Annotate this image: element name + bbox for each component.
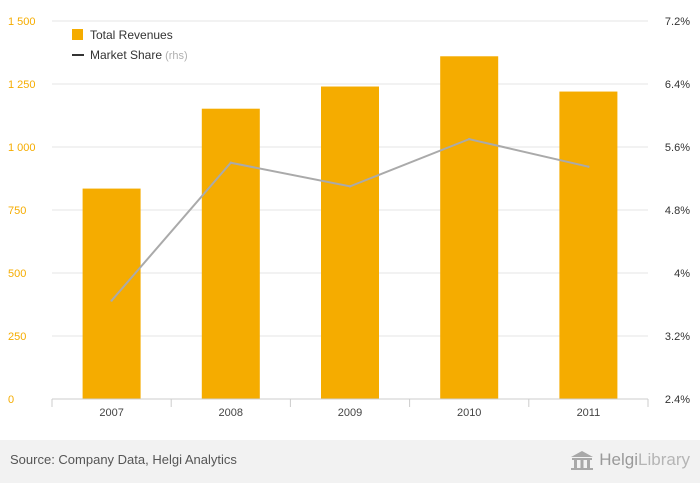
y-left-tick-label: 1 250 [8, 79, 36, 91]
legend-label-revenues: Total Revenues [90, 28, 173, 42]
revenue-bar [321, 86, 379, 400]
legend-swatch-revenues [72, 29, 83, 40]
x-tick-label: 2008 [219, 407, 243, 419]
y-left-tick-label: 1 000 [8, 142, 36, 154]
axes: 0 250 500 750 1 000 1 250 1 500 2.4% 3.2% 4% 4.8% 5… [8, 16, 690, 419]
y-right-tick-label: 6.4% [665, 79, 690, 91]
brand-logo: Helgi Library [569, 449, 690, 471]
revenue-bar [82, 188, 141, 399]
x-tick-label: 2009 [338, 407, 362, 419]
legend-label-market-share: Market Share (rhs) [90, 48, 188, 62]
revenue-bars [82, 56, 618, 400]
x-tick-label: 2010 [457, 407, 481, 419]
y-right-tick-label: 4.8% [665, 205, 690, 217]
source-note: Source: Company Data, Helgi Analytics [10, 452, 237, 467]
legend-label-rhs-note: (rhs) [162, 50, 188, 62]
market-share-point [229, 161, 232, 164]
y-right-tick-label: 3.2% [665, 331, 690, 343]
y-left-tick-label: 250 [8, 331, 26, 343]
market-share-point [587, 165, 590, 168]
y-left-tick-label: 1 500 [8, 16, 36, 28]
market-share-line [110, 137, 590, 302]
x-tick-label: 2007 [99, 407, 123, 419]
market-share-point [348, 185, 352, 188]
legend: Total Revenues Market Share (rhs) [72, 28, 188, 62]
revenue-bar [440, 56, 499, 399]
brand-name-library: Library [638, 450, 690, 469]
revenue-bar [559, 91, 618, 399]
y-right-tick-label: 7.2% [665, 16, 690, 28]
market-share-point [468, 137, 471, 141]
revenue-bar [201, 108, 260, 400]
brand-name-helgi: Helgi [599, 450, 639, 469]
y-left-tick-label: 0 [8, 394, 14, 406]
x-tick-label: 2011 [577, 407, 601, 419]
market-share-point [110, 299, 113, 302]
y-left-tick-label: 500 [8, 268, 26, 280]
y-right-tick-label: 5.6% [665, 142, 690, 154]
y-left-tick-label: 750 [8, 205, 26, 217]
legend-label-market-share-text: Market Share [90, 48, 162, 62]
y-right-tick-label: 4% [674, 268, 690, 280]
library-building-icon [571, 451, 594, 470]
y-right-tick-label: 2.4% [665, 394, 690, 406]
